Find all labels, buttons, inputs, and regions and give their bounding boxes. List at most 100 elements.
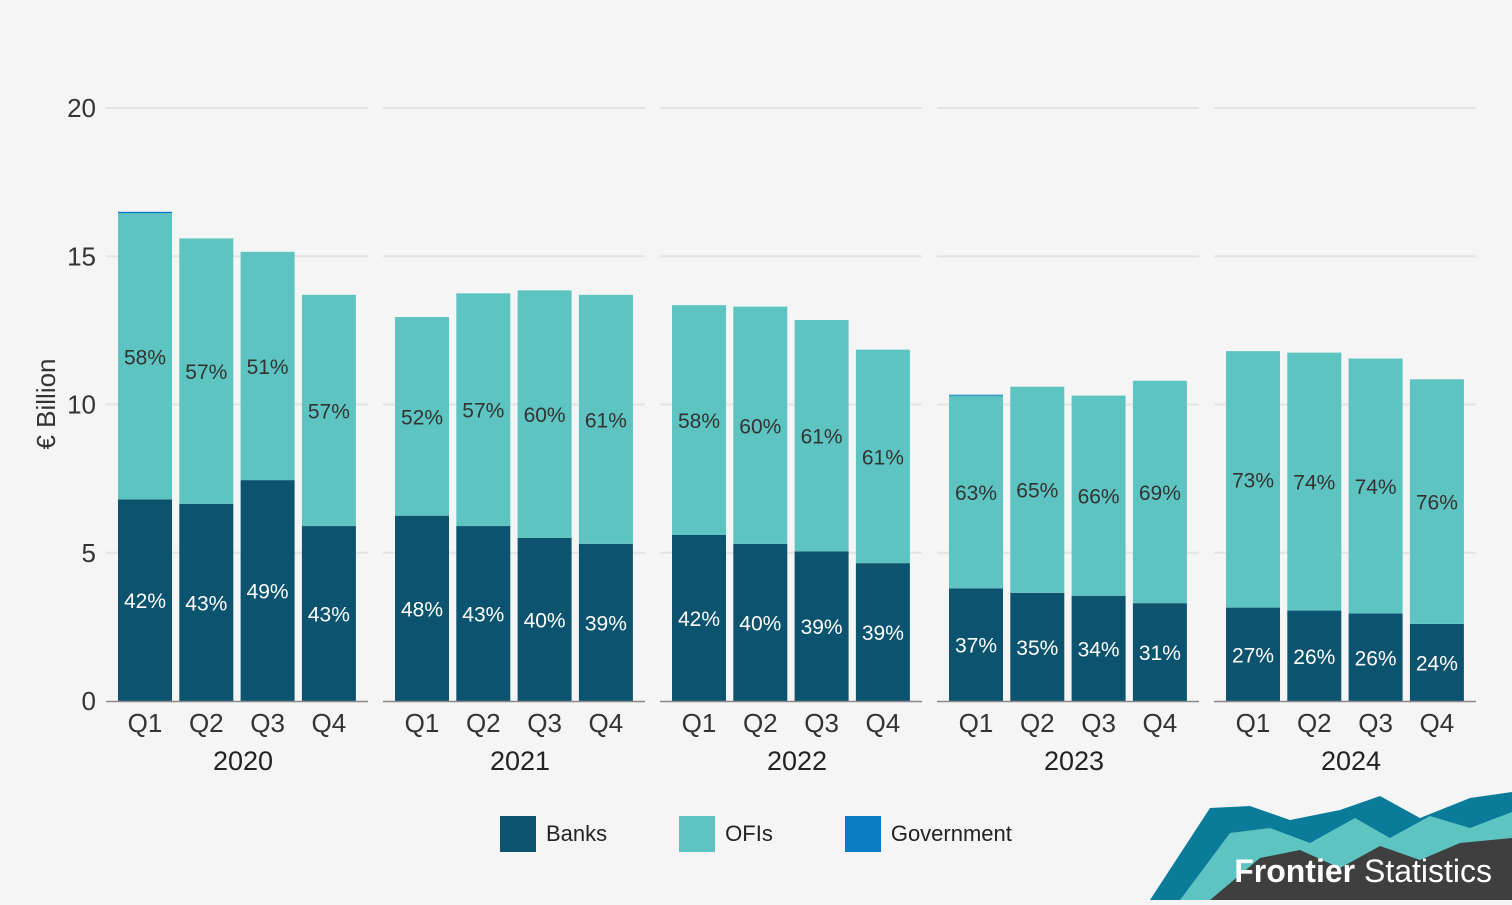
bar-banks xyxy=(517,537,572,701)
x-tick-label: Q2 xyxy=(466,708,501,738)
x-axis: Q1 Q2 Q3 Q4 2020 Q1 Q2 Q3 Q4 2021 Q1 Q2 Q3 Q4 2022 Q1 Q2… xyxy=(106,700,1476,776)
y-axis-label: € Billion xyxy=(31,358,61,449)
x-tick-label: Q3 xyxy=(1081,708,1116,738)
legend-item-banks: Banks xyxy=(500,816,607,852)
data-label: 61% xyxy=(862,446,904,469)
bar-ofis xyxy=(1409,379,1464,624)
group-label: 2021 xyxy=(490,746,550,776)
bar-banks xyxy=(240,480,295,701)
y-tick-label: 5 xyxy=(82,538,96,568)
legend: Banks OFIs Government xyxy=(500,816,1084,852)
bar-banks xyxy=(578,543,633,701)
bar-ofis xyxy=(1071,395,1126,596)
bar-ofis xyxy=(1226,351,1280,608)
x-tick-label: Q2 xyxy=(189,708,224,738)
bar-banks xyxy=(301,526,356,701)
data-label: 61% xyxy=(801,426,843,449)
data-label: 35% xyxy=(1016,637,1058,660)
bar-banks xyxy=(456,526,511,701)
group-label: 2022 xyxy=(767,746,827,776)
bar-ofis xyxy=(794,319,849,552)
data-label: 31% xyxy=(1139,642,1181,665)
data-label: 66% xyxy=(1078,486,1120,509)
legend-swatch-ofis xyxy=(679,816,716,852)
data-label: 48% xyxy=(401,598,443,621)
data-label: 60% xyxy=(739,415,781,438)
bar-ofis xyxy=(1010,386,1065,593)
x-tick-label: Q2 xyxy=(1020,708,1055,738)
legend-label-ofis: OFIs xyxy=(725,821,773,846)
x-tick-label: Q1 xyxy=(682,708,717,738)
bar-ofis xyxy=(1287,352,1342,611)
bars: 42% 58% 43% 57% 49% 51% 43% 57% 48% 52% 43% 57% 40% 6… xyxy=(118,211,1464,701)
bar-ofis xyxy=(1132,380,1187,604)
x-tick-label: Q4 xyxy=(1420,708,1455,738)
logo-text: Frontier Statistics xyxy=(1234,853,1492,890)
data-label: 39% xyxy=(801,616,843,639)
bar-ofis xyxy=(301,294,356,527)
data-label: 61% xyxy=(585,409,627,432)
x-tick-label: Q2 xyxy=(1297,708,1332,738)
bar-government xyxy=(118,211,172,214)
x-tick-label: Q1 xyxy=(959,708,994,738)
data-label: 63% xyxy=(955,482,997,505)
legend-swatch-banks xyxy=(500,816,536,852)
legend-item-government: Government xyxy=(844,816,1012,852)
bar-ofis xyxy=(456,293,511,527)
bar-ofis xyxy=(517,290,572,538)
data-label: 39% xyxy=(862,622,904,645)
data-label: 39% xyxy=(585,612,627,635)
data-label: 43% xyxy=(308,604,350,627)
data-label: 74% xyxy=(1293,472,1335,495)
data-label: 69% xyxy=(1139,482,1181,505)
data-label: 76% xyxy=(1416,492,1458,515)
bar-banks xyxy=(733,543,788,701)
x-tick-label: Q4 xyxy=(589,708,624,738)
data-label: 58% xyxy=(124,346,166,369)
bar-banks xyxy=(1010,592,1065,701)
x-tick-label: Q1 xyxy=(405,708,440,738)
bar-banks xyxy=(949,588,1003,701)
data-label: 43% xyxy=(185,592,227,615)
bar-ofis xyxy=(733,306,788,544)
data-label: 65% xyxy=(1016,480,1058,503)
data-label: 34% xyxy=(1078,638,1120,661)
bar-banks xyxy=(1226,607,1280,701)
data-label: 51% xyxy=(247,356,289,379)
bar-ofis xyxy=(672,305,726,535)
data-label: 57% xyxy=(185,361,227,384)
data-label: 52% xyxy=(401,406,443,429)
y-tick-label: 0 xyxy=(82,686,96,716)
frontier-statistics-logo: Frontier Statistics xyxy=(1140,788,1512,900)
bar-banks xyxy=(1348,613,1403,701)
bar-banks xyxy=(1132,603,1187,701)
bar-banks xyxy=(672,534,726,701)
bar-ofis xyxy=(949,395,1003,589)
bar-banks xyxy=(1409,623,1464,701)
bar-banks xyxy=(855,563,910,701)
data-label: 60% xyxy=(524,404,566,427)
x-tick-label: Q1 xyxy=(128,708,163,738)
stacked-bar-chart: 0 5 10 15 20 € Billion 42% 58% 43% 57% 49% 51% 43% 5… xyxy=(31,93,1476,776)
data-label: 73% xyxy=(1232,469,1274,492)
data-label: 49% xyxy=(247,581,289,604)
bar-ofis xyxy=(395,317,449,516)
y-tick-label: 15 xyxy=(67,241,96,271)
bar-banks xyxy=(395,515,449,701)
data-label: 57% xyxy=(462,400,504,423)
bar-banks xyxy=(118,499,172,701)
data-label: 58% xyxy=(678,410,720,433)
legend-label-government: Government xyxy=(890,821,1012,846)
x-tick-label: Q2 xyxy=(743,708,778,738)
bar-ofis xyxy=(578,294,633,544)
x-tick-label: Q3 xyxy=(1358,708,1393,738)
legend-label-banks: Banks xyxy=(546,821,608,846)
x-tick-label: Q1 xyxy=(1236,708,1271,738)
bar-banks xyxy=(179,503,234,701)
y-tick-label: 20 xyxy=(67,93,96,123)
data-label: 37% xyxy=(955,635,997,658)
bar-banks xyxy=(1071,595,1126,701)
data-label: 26% xyxy=(1293,646,1335,669)
legend-item-ofis: OFIs xyxy=(679,816,773,852)
bar-ofis xyxy=(1348,358,1403,614)
